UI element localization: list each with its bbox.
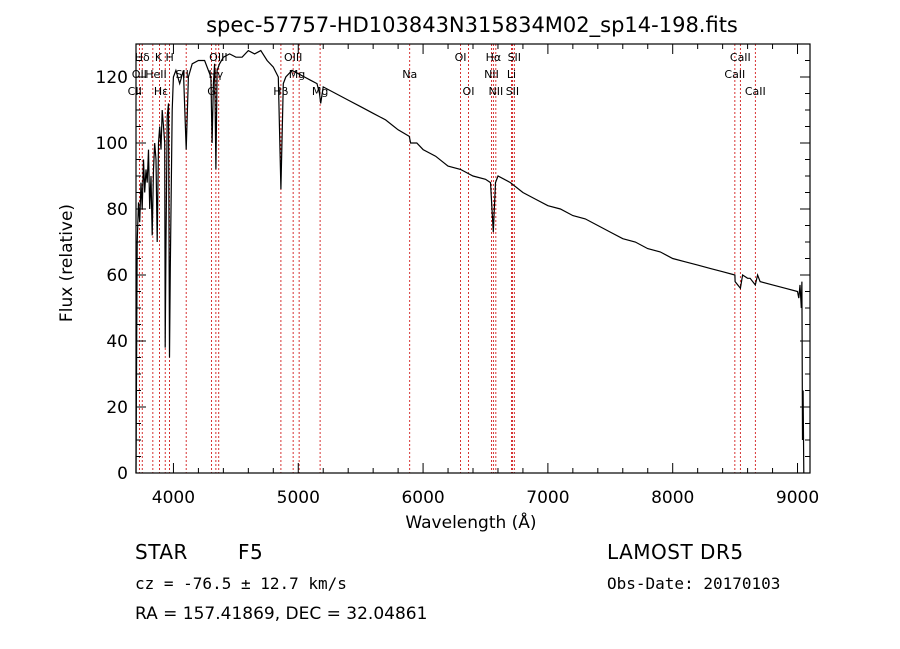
x-tick-label: 4000 — [152, 488, 195, 508]
spectrum-line — [135, 49, 805, 474]
plot-frame — [135, 43, 811, 474]
object-class: STAR — [135, 540, 188, 564]
x-tick-label: 9000 — [776, 488, 819, 508]
y-tick-label: 0 — [117, 464, 128, 484]
line-label-4: HeII — [145, 68, 167, 81]
y-tick-label: 20 — [106, 398, 128, 418]
y-tick-label: 120 — [96, 68, 128, 88]
line-label-13: Hβ — [273, 85, 288, 98]
y-tick-label: 60 — [106, 266, 128, 286]
x-axis-label: Wavelength (Å) — [405, 511, 536, 533]
line-label-0: Hδ — [135, 51, 150, 64]
redshift-readout: cz = -76.5 ± 12.7 km/s — [135, 574, 347, 593]
x-axis-ticks: 4000 5000 6000 7000 8000 9000 — [152, 44, 819, 508]
line-label-8: CII — [128, 85, 142, 98]
chart-title: spec-57757-HD103843N315834M02_sp14-198.f… — [206, 13, 738, 38]
y-tick-label: 100 — [96, 134, 128, 154]
line-label-2: H — [166, 51, 174, 64]
line-label-1: K — [155, 51, 163, 64]
line-label-24: CaII — [730, 51, 751, 64]
x-tick-label: 5000 — [277, 488, 320, 508]
line-label-12: Mg — [289, 68, 305, 81]
observation-date: Obs-Date: 20170103 — [607, 574, 781, 593]
spectral-subclass: F5 — [238, 540, 264, 564]
y-axis-ticks: 0 20 40 60 80 100 120 — [96, 43, 810, 484]
line-label-11: OIII — [284, 51, 302, 64]
survey-name: LAMOST DR5 — [607, 540, 744, 564]
y-axis-label: Flux (relative) — [57, 204, 77, 322]
coordinates-readout: RA = 157.41869, DEC = 32.04861 — [135, 604, 428, 624]
y-tick-label: 80 — [106, 200, 128, 220]
line-label-22: NII — [488, 85, 503, 98]
line-label-18: Hα — [486, 51, 502, 64]
line-label-16: OI — [455, 51, 467, 64]
line-label-26: CaII — [745, 85, 766, 98]
line-label-15: Na — [402, 68, 417, 81]
line-label-9: Hε — [154, 85, 168, 98]
x-tick-label: 7000 — [526, 488, 569, 508]
line-label-23: SII — [506, 85, 519, 98]
line-label-25: CaII — [724, 68, 745, 81]
y-tick-label: 40 — [106, 332, 128, 352]
spectral-line-markers — [138, 44, 756, 473]
line-label-17: OI — [463, 85, 475, 98]
line-label-21: Li — [507, 68, 516, 81]
line-label-20: NII — [484, 68, 499, 81]
x-tick-label: 8000 — [651, 488, 694, 508]
line-label-6: OIII — [209, 51, 227, 64]
line-label-14: Mg — [312, 85, 328, 98]
line-label-19: SII — [508, 51, 521, 64]
x-tick-label: 6000 — [401, 488, 444, 508]
line-label-7: Hγ — [208, 68, 223, 81]
